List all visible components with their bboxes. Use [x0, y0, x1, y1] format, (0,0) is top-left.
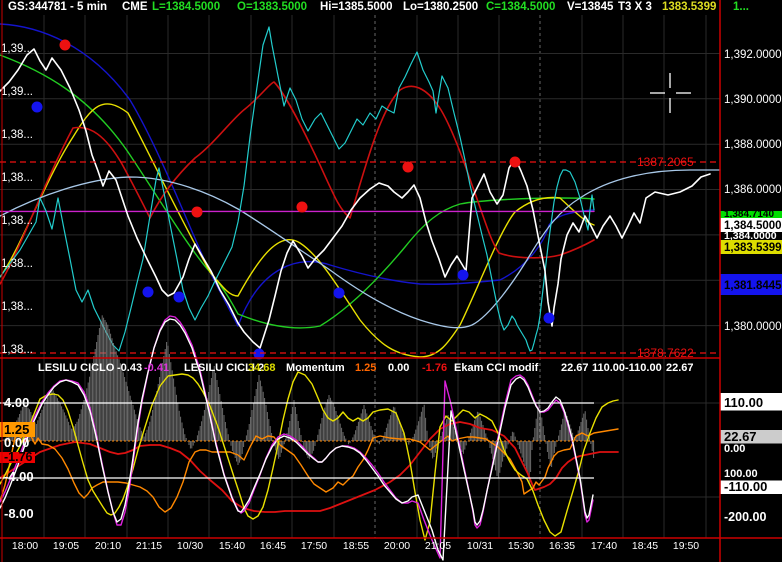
svg-text:1,38...: 1,38... — [1, 129, 33, 141]
svg-text:10/31: 10/31 — [467, 540, 493, 552]
svg-text:1,39...: 1,39... — [1, 43, 33, 55]
svg-text:-0.43: -0.43 — [117, 362, 142, 374]
svg-text:1,392.0000: 1,392.0000 — [724, 49, 782, 61]
svg-text:V=13845: V=13845 — [567, 1, 614, 13]
svg-text:Lo=1380.2500: Lo=1380.2500 — [403, 1, 478, 13]
svg-text:22.67: 22.67 — [666, 362, 694, 374]
svg-text:1...: 1... — [733, 1, 749, 13]
svg-text:1,388.0000: 1,388.0000 — [724, 139, 782, 151]
svg-text:34.68: 34.68 — [248, 362, 276, 374]
svg-text:10/30: 10/30 — [177, 540, 203, 552]
svg-text:T3 X 3: T3 X 3 — [618, 1, 652, 13]
svg-text:1,383.5399: 1,383.5399 — [724, 242, 782, 254]
svg-text:-110.00: -110.00 — [625, 362, 662, 374]
svg-text:20:00: 20:00 — [384, 540, 410, 552]
svg-text:20:10: 20:10 — [95, 540, 121, 552]
svg-text:-0.41: -0.41 — [144, 362, 169, 374]
svg-text:Ekam CCI modif: Ekam CCI modif — [454, 362, 539, 374]
svg-text:17:50: 17:50 — [301, 540, 327, 552]
svg-text:1,38...: 1,38... — [1, 258, 33, 270]
svg-text:22.67: 22.67 — [724, 429, 757, 444]
svg-text:GS:344781 - 5 min: GS:344781 - 5 min — [8, 1, 107, 13]
svg-text:1,38...: 1,38... — [1, 172, 33, 184]
svg-text:C=1384.5000: C=1384.5000 — [486, 1, 555, 13]
svg-text:17:40: 17:40 — [591, 540, 617, 552]
svg-text:1.25: 1.25 — [355, 362, 376, 374]
svg-text:16:45: 16:45 — [260, 540, 286, 552]
svg-text:-4.00: -4.00 — [4, 469, 34, 484]
svg-text:21:05: 21:05 — [425, 540, 451, 552]
svg-text:1,380.0000: 1,380.0000 — [724, 321, 782, 333]
svg-text:15:40: 15:40 — [219, 540, 245, 552]
svg-text:LESILU CICLO: LESILU CICLO — [38, 362, 115, 374]
svg-text:1,38...: 1,38... — [1, 344, 33, 356]
svg-text:18:00: 18:00 — [12, 540, 38, 552]
svg-text:-8.00: -8.00 — [4, 506, 34, 521]
svg-text:18:45: 18:45 — [632, 540, 658, 552]
svg-text:15:30: 15:30 — [508, 540, 534, 552]
svg-text:1,39...: 1,39... — [1, 86, 33, 98]
svg-text:O=1383.5000: O=1383.5000 — [237, 1, 307, 13]
svg-text:19:50: 19:50 — [673, 540, 699, 552]
svg-text:1,386.0000: 1,386.0000 — [724, 184, 782, 196]
svg-text:0.00: 0.00 — [4, 435, 29, 450]
svg-text:110.00: 110.00 — [724, 395, 763, 410]
svg-text:Momentum: Momentum — [286, 362, 345, 374]
svg-text:21:15: 21:15 — [136, 540, 162, 552]
svg-text:Hi=1385.5000: Hi=1385.5000 — [320, 1, 393, 13]
svg-text:19:05: 19:05 — [53, 540, 79, 552]
svg-text:-1.76: -1.76 — [4, 450, 33, 464]
svg-text:1,38...: 1,38... — [1, 301, 33, 313]
svg-text:1383.5399: 1383.5399 — [662, 1, 716, 13]
svg-text:1,390.0000: 1,390.0000 — [724, 94, 782, 106]
svg-text:0.00: 0.00 — [388, 362, 409, 374]
svg-text:-110.00: -110.00 — [724, 479, 767, 494]
svg-text:16:35: 16:35 — [549, 540, 575, 552]
svg-text:4.00: 4.00 — [4, 395, 29, 410]
svg-text:L=1384.5000: L=1384.5000 — [152, 1, 220, 13]
svg-text:1387.2065: 1387.2065 — [637, 155, 694, 169]
svg-text:CME: CME — [122, 1, 148, 13]
svg-text:0.00: 0.00 — [724, 443, 745, 455]
svg-text:1,38...: 1,38... — [1, 215, 33, 227]
svg-text:1,381.8445: 1,381.8445 — [724, 280, 782, 292]
svg-text:110.00: 110.00 — [592, 362, 625, 374]
svg-text:22.67: 22.67 — [561, 362, 589, 374]
svg-text:-200.00: -200.00 — [724, 510, 766, 524]
svg-text:18:55: 18:55 — [343, 540, 369, 552]
svg-text:-1.76: -1.76 — [422, 362, 447, 374]
